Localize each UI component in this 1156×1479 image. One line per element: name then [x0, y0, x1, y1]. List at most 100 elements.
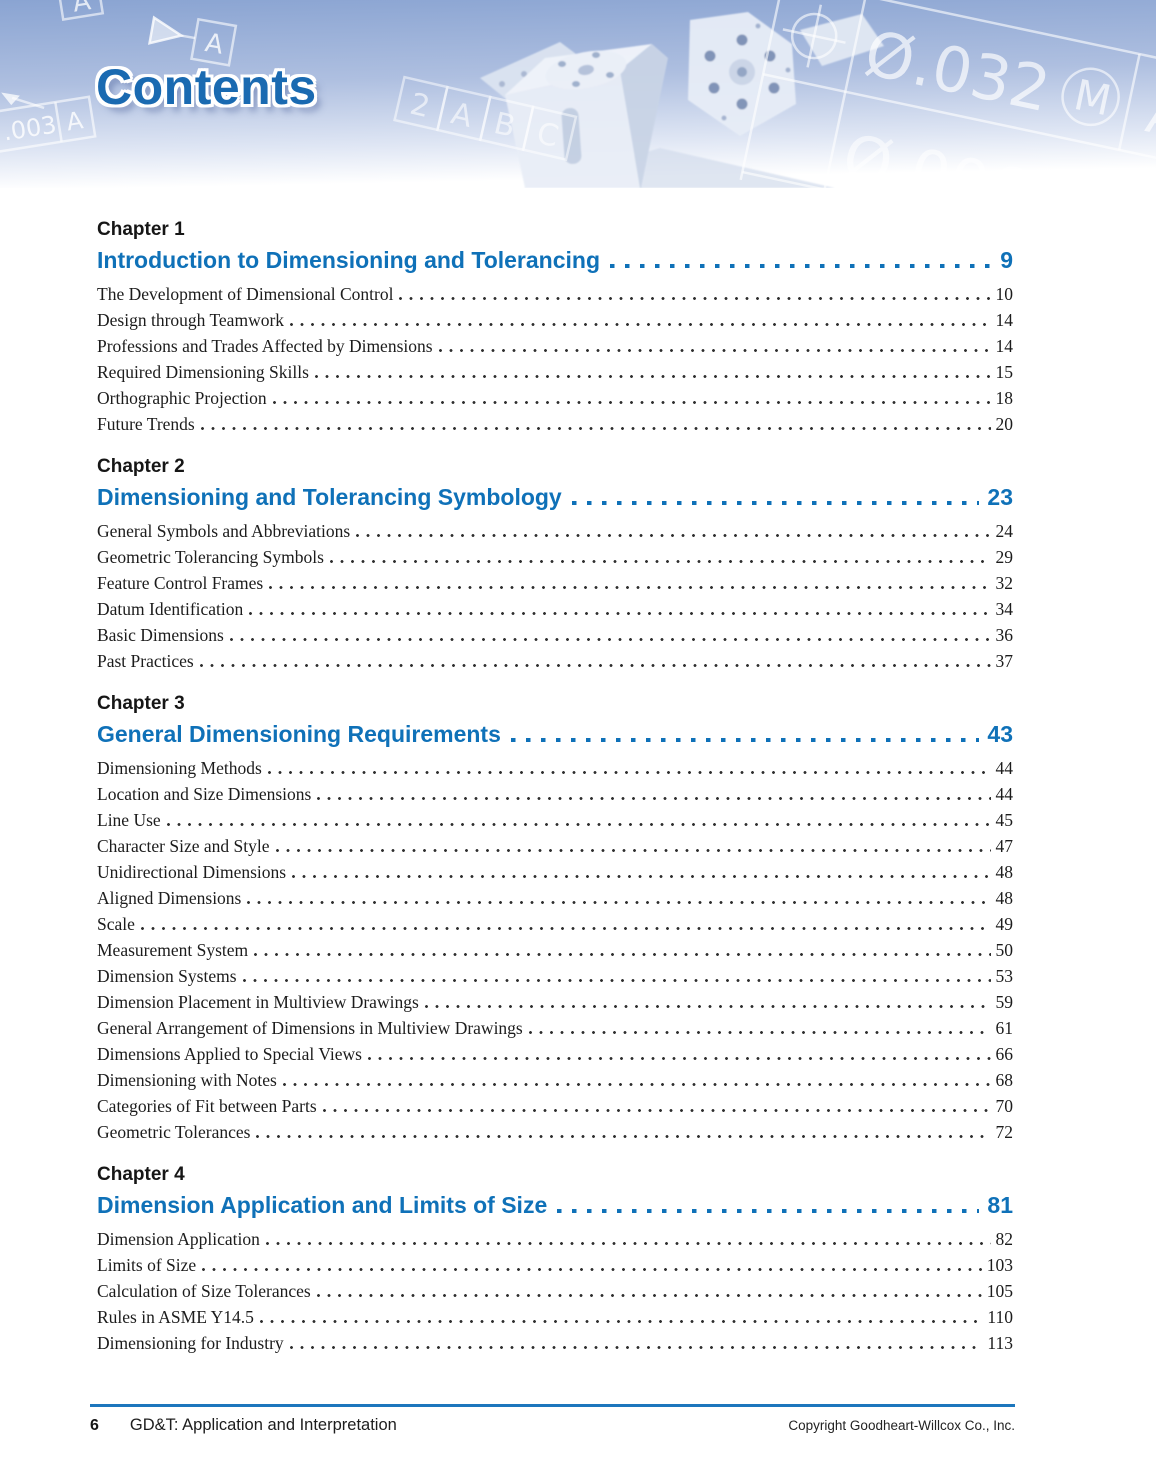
chapter-dot-leader [610, 263, 993, 268]
section-title: Dimensioning with Notes [97, 1070, 277, 1090]
section-title: Future Trends [97, 414, 195, 434]
page-title: Contents [96, 59, 317, 115]
section-page-number: 10 [995, 284, 1014, 304]
chapter-page-number: 9 [1000, 247, 1013, 273]
section-dot-leader [290, 323, 991, 326]
section-page-number: 48 [995, 888, 1014, 908]
section-dot-leader [202, 1268, 982, 1271]
section-dot-leader [399, 297, 991, 300]
section-page-number: 49 [995, 914, 1014, 934]
toc-entry-row: Geometric Tolerances 72 [97, 1119, 1013, 1145]
section-title: Categories of Fit between Parts [97, 1096, 317, 1116]
header-background-art: A A .003 A [0, 0, 1156, 188]
section-dot-leader [275, 849, 991, 852]
chapter-title: Dimension Application and Limits of Size [97, 1192, 548, 1218]
toc-entry-row: Dimension Systems 53 [97, 963, 1013, 989]
toc-entry-row: General Arrangement of Dimensions in Mul… [97, 1015, 1013, 1041]
toc-entry-row: Orthographic Projection 18 [97, 385, 1013, 411]
section-page-number: 36 [995, 625, 1014, 645]
section-page-number: 24 [995, 521, 1014, 541]
section-dot-leader [166, 823, 991, 826]
chapter-block: Chapter 2 Dimensioning and Tolerancing S… [97, 455, 1013, 674]
top-partial-datum-box: A [55, 0, 105, 21]
toc-entry-row: Dimensioning Methods 44 [97, 755, 1013, 781]
chapter-title: General Dimensioning Requirements [97, 721, 501, 747]
page-footer: 6 GD&T: Application and Interpretation C… [90, 1404, 1015, 1435]
toc-entry-row: Location and Size Dimensions 44 [97, 781, 1013, 807]
section-dot-leader [368, 1057, 991, 1060]
section-page-number: 44 [995, 758, 1014, 778]
toc-entry-row: Scale 49 [97, 911, 1013, 937]
section-title: Calculation of Size Tolerances [97, 1281, 311, 1301]
section-page-number: 66 [995, 1044, 1014, 1064]
section-page-number: 68 [995, 1070, 1014, 1090]
toc-entry-row: Aligned Dimensions 48 [97, 885, 1013, 911]
toc-entry-row: Required Dimensioning Skills 15 [97, 359, 1013, 385]
section-title: Unidirectional Dimensions [97, 862, 287, 882]
section-dot-leader [528, 1031, 991, 1034]
section-title: Professions and Trades Affected by Dimen… [97, 336, 433, 356]
section-title: General Symbols and Abbreviations [97, 521, 351, 541]
section-page-number: 110 [987, 1307, 1013, 1327]
footer-left-group: 6 GD&T: Application and Interpretation [90, 1416, 397, 1435]
chapter-title: Dimensioning and Tolerancing Symbology [97, 484, 562, 510]
section-title: Rules in ASME Y14.5 [97, 1307, 254, 1327]
chapter-page-number: 43 [987, 721, 1013, 747]
section-page-number: 37 [995, 651, 1014, 671]
chapter-dot-leader [510, 737, 980, 742]
section-dot-leader [259, 1320, 983, 1323]
chapter-title: Introduction to Dimensioning and Toleran… [97, 247, 601, 273]
footer-copyright: Copyright Goodheart-Willcox Co., Inc. [788, 1418, 1015, 1433]
section-page-number: 32 [995, 573, 1014, 593]
section-list: The Development of Dimensional Control 1… [97, 281, 1013, 437]
section-page-number: 14 [995, 336, 1014, 356]
section-title: Measurement System [97, 940, 249, 960]
section-title: Datum Identification [97, 599, 244, 619]
toc-entry-row: Dimensioning with Notes 68 [97, 1067, 1013, 1093]
section-title: Feature Control Frames [97, 573, 264, 593]
section-dot-leader [314, 375, 991, 378]
section-page-number: 59 [995, 992, 1014, 1012]
section-title: Limits of Size [97, 1255, 197, 1275]
section-page-number: 82 [995, 1229, 1014, 1249]
section-title: Dimensioning Methods [97, 758, 262, 778]
section-page-number: 14 [995, 310, 1014, 330]
chapter-page-number: 81 [987, 1192, 1013, 1218]
section-title: Basic Dimensions [97, 625, 224, 645]
section-page-number: 18 [995, 388, 1014, 408]
section-page-number: 113 [987, 1333, 1013, 1353]
toc-entry-row: Measurement System 50 [97, 937, 1013, 963]
section-list: General Symbols and Abbreviations 24 Geo… [97, 518, 1013, 674]
toc-entry-row: Dimension Application 82 [97, 1226, 1013, 1252]
toc-entry-row: Geometric Tolerancing Symbols 29 [97, 544, 1013, 570]
chapter-page-number: 23 [987, 484, 1013, 510]
section-dot-leader [438, 349, 991, 352]
section-page-number: 61 [995, 1018, 1014, 1038]
section-title: Geometric Tolerances [97, 1122, 251, 1142]
toc-entry-row: Rules in ASME Y14.5 110 [97, 1304, 1013, 1330]
section-dot-leader [329, 560, 991, 563]
toc-entry-row: Past Practices 37 [97, 648, 1013, 674]
toc-entry-row: Feature Control Frames 32 [97, 570, 1013, 596]
section-dot-leader [356, 534, 991, 537]
toc-entry-row: Dimensioning for Industry 113 [97, 1330, 1013, 1356]
section-page-number: 15 [995, 362, 1014, 382]
toc-entry-row: Unidirectional Dimensions 48 [97, 859, 1013, 885]
section-title: Scale [97, 914, 135, 934]
section-title: Character Size and Style [97, 836, 270, 856]
section-title: General Arrangement of Dimensions in Mul… [97, 1018, 523, 1038]
section-dot-leader [200, 427, 991, 430]
section-page-number: 48 [995, 862, 1014, 882]
section-dot-leader [249, 612, 991, 615]
section-dot-leader [322, 1109, 991, 1112]
section-page-number: 72 [995, 1122, 1014, 1142]
section-dot-leader [229, 638, 991, 641]
section-page-number: 53 [995, 966, 1014, 986]
section-dot-leader [289, 1346, 983, 1349]
toc-entry-row: Character Size and Style 47 [97, 833, 1013, 859]
section-page-number: 103 [986, 1255, 1013, 1275]
section-title: The Development of Dimensional Control [97, 284, 394, 304]
toc-entry-row: Future Trends 20 [97, 411, 1013, 437]
section-dot-leader [247, 901, 991, 904]
